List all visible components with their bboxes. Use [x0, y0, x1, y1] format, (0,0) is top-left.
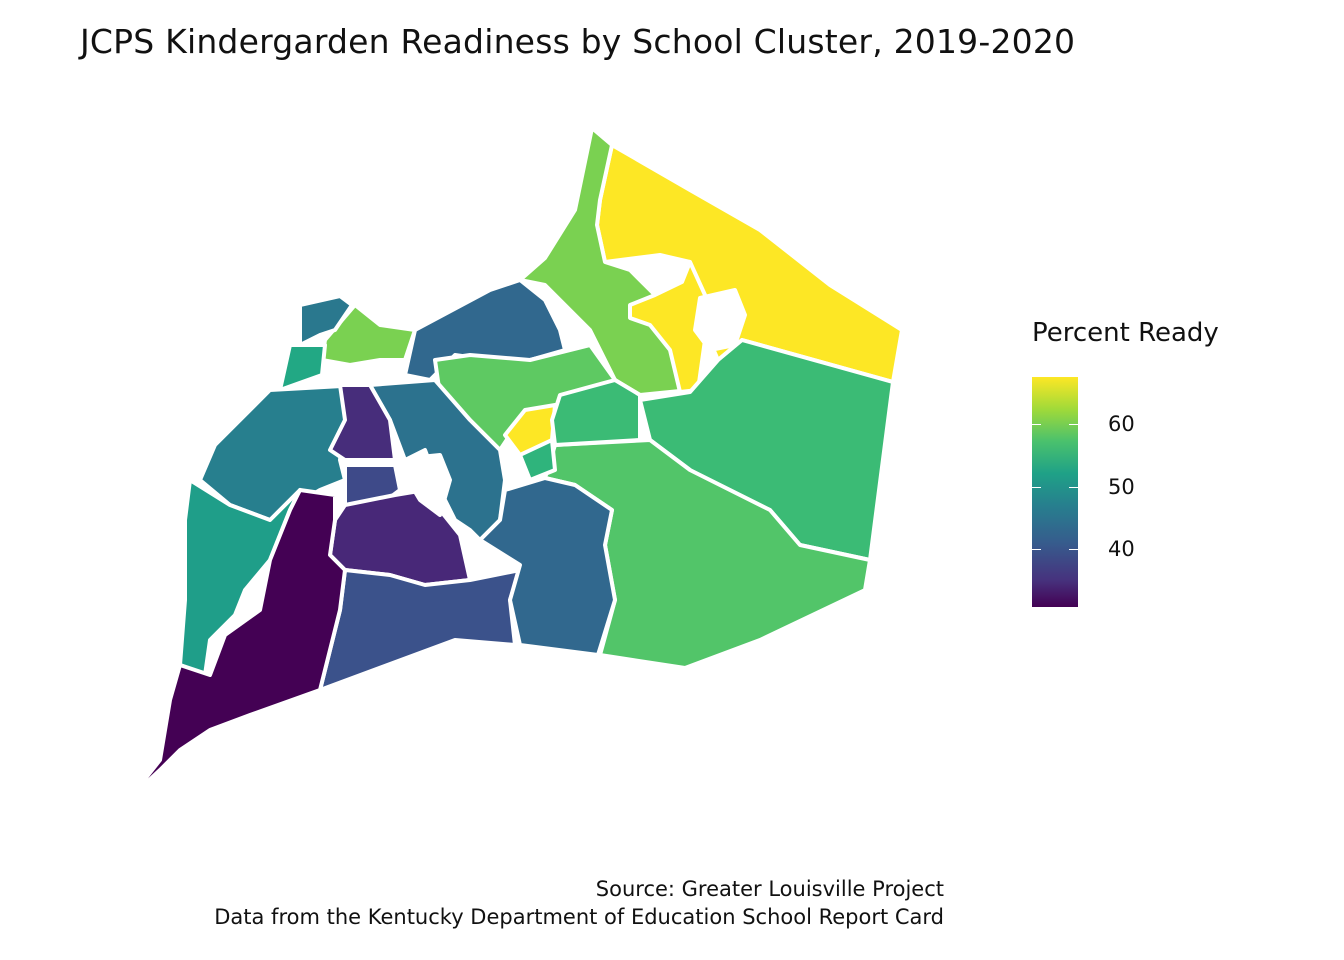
- legend-tick-mark-40-right: [1069, 549, 1078, 550]
- cluster-southwest: [128, 488, 347, 800]
- legend-tick-mark-60: [1032, 424, 1041, 425]
- legend-tick-60: 60: [1108, 412, 1135, 436]
- legend-tick-mark-60-right: [1069, 424, 1078, 425]
- cluster-gap: [403, 453, 452, 517]
- caption-source: Source: Greater Louisville Project: [595, 877, 944, 901]
- cluster-purple-north: [328, 383, 397, 462]
- cluster-inner-yellow: [628, 260, 707, 394]
- cluster-south-central: [478, 476, 617, 657]
- cluster-northwest-sea: [278, 343, 327, 392]
- cluster-southwest-teal: [178, 478, 302, 677]
- legend-tick-mark-40: [1032, 549, 1041, 550]
- legend-colorbar: [1032, 377, 1078, 607]
- cluster-northwest-green: [320, 303, 417, 367]
- cluster-central-strip: [518, 438, 557, 482]
- legend-tick-40: 40: [1108, 537, 1135, 561]
- chart-title: JCPS Kindergarden Readiness by School Cl…: [80, 22, 1076, 61]
- cluster-south-blue: [318, 568, 522, 692]
- legend-tick-mark-50-right: [1069, 487, 1078, 488]
- cluster-gap-north: [693, 288, 747, 352]
- legend-tick-mark-50: [1032, 487, 1041, 488]
- cluster-central-teal: [550, 378, 642, 447]
- legend-tick-50: 50: [1108, 475, 1135, 499]
- caption-data: Data from the Kentucky Department of Edu…: [214, 905, 944, 929]
- legend-title: Percent Ready: [1032, 318, 1219, 348]
